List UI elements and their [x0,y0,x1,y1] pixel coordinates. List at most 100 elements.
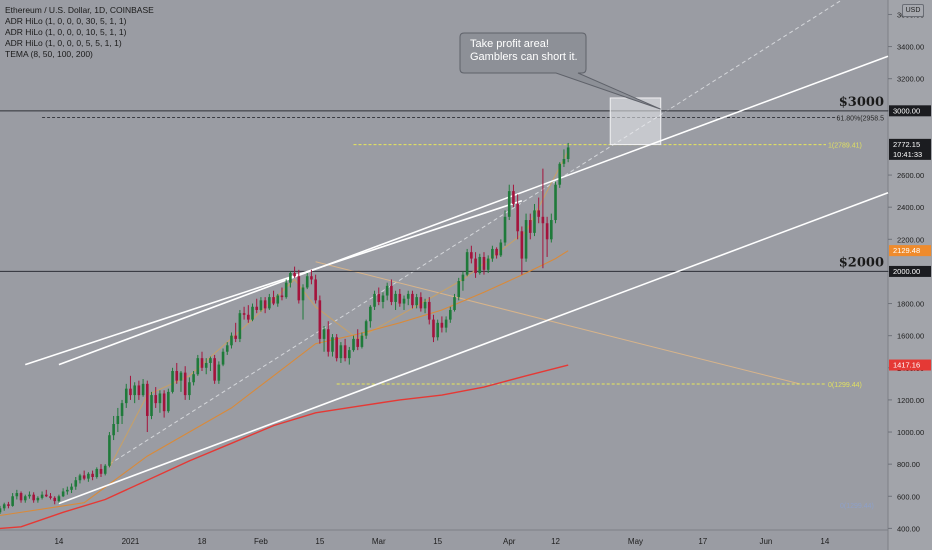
candle-body [74,480,78,487]
candle-body [314,279,317,301]
currency-badge[interactable]: USD [902,4,924,17]
candle-body [390,285,393,302]
chart-legend: Ethereum / U.S. Dollar, 1D, COINBASE ADR… [5,5,154,60]
x-tick-label: 2021 [122,537,140,546]
callout-bubble [459,32,661,110]
candle-body [137,385,141,396]
price-tag-last-text: 10:41:33 [893,150,922,159]
candle-body [259,300,263,310]
y-tick-label: 3400.00 [897,43,924,52]
legend-indicator: ADR HiLo (1, 0, 0, 0, 30, 5, 1, 1) [5,16,127,26]
candle-body [167,391,170,412]
candle-body [162,393,166,412]
candle-body [381,295,385,302]
candle-body [120,403,124,416]
fib-0-faint-label: 0(1299.44) [840,503,874,510]
y-tick-label: 1600.00 [897,332,924,341]
candle-body [124,388,128,404]
candle-body [188,382,191,396]
candle-body [230,335,233,346]
candle-body [343,345,347,359]
candle-body [116,415,120,424]
candle-body [423,301,427,309]
candle-body [200,358,204,368]
candle-body [541,216,545,224]
x-tick-label: 18 [198,537,207,546]
candle-body [11,496,14,506]
candle-body [537,210,540,217]
legend-indicator: TEMA (8, 50, 100, 200) [5,49,93,59]
candle-body [0,508,2,513]
candle-body [503,216,507,243]
candle-body [457,281,461,298]
candle-body [364,321,368,336]
candle-body [112,424,115,436]
candle-body [150,395,153,416]
candle-body [82,475,86,479]
candle-body [221,351,225,365]
candle-body [352,338,355,351]
candle-body [436,322,439,338]
y-tick-label: 1000.00 [897,428,924,437]
candle-body [322,329,326,339]
candle-body [32,494,35,501]
candle-body [491,248,494,259]
candle-body [175,371,179,381]
candle-body [129,388,132,396]
candle-body [474,258,477,274]
candle-body [562,159,566,164]
candle-body [554,184,557,221]
callout-line-2: Gamblers can short it. [470,51,578,63]
x-tick-label: 12 [551,537,560,546]
candle-body [268,297,271,309]
candle-body [318,300,322,339]
tema-100-line [0,364,569,530]
candle-body [373,293,376,307]
candle-body [213,358,216,381]
candle-body [348,350,351,359]
level-label-2000: $2000 [839,255,884,270]
y-tick-label: 2400.00 [897,203,924,212]
candle-body [57,496,61,502]
x-tick-label: 14 [54,537,63,546]
candle-body [272,297,275,304]
candle-body [550,220,553,240]
callout-line-1: Take profit area! [470,38,549,50]
candle-body [15,493,19,497]
price-tag-2000-text: 2000.00 [893,267,920,276]
candle-body [335,337,338,359]
candle-body [196,358,200,375]
candle-body [217,364,221,381]
candle-body [44,494,48,497]
candle-body [369,306,372,322]
candle-body [255,306,259,310]
candle-body [108,435,111,466]
candle-body [486,258,490,270]
candle-body [520,231,524,259]
candle-body [406,293,410,299]
candle-body [478,256,482,274]
candle-body [305,276,309,288]
price-tag-tema [889,245,931,257]
y-tick-label: 3200.00 [897,75,924,84]
candle-body [95,468,99,477]
candle-body [427,301,431,320]
candle-body [289,273,292,283]
price-tag-tema-text: 2129.48 [893,246,920,255]
candle-body [204,362,208,368]
channel-upper-line [58,55,889,366]
candle-body [331,337,334,352]
candle-body [280,295,284,298]
candle-body [339,345,343,359]
candle-body [310,276,313,280]
candle-body [360,335,364,347]
fib-1-label: 1(2789.41) [828,143,862,150]
candle-body [566,147,570,159]
candle-body [495,248,498,256]
legend-indicator: ADR HiLo (1, 0, 0, 0, 5, 5, 1, 1) [5,38,122,48]
candle-body [36,497,40,501]
candle-body [40,494,44,498]
candle-body [19,493,23,501]
